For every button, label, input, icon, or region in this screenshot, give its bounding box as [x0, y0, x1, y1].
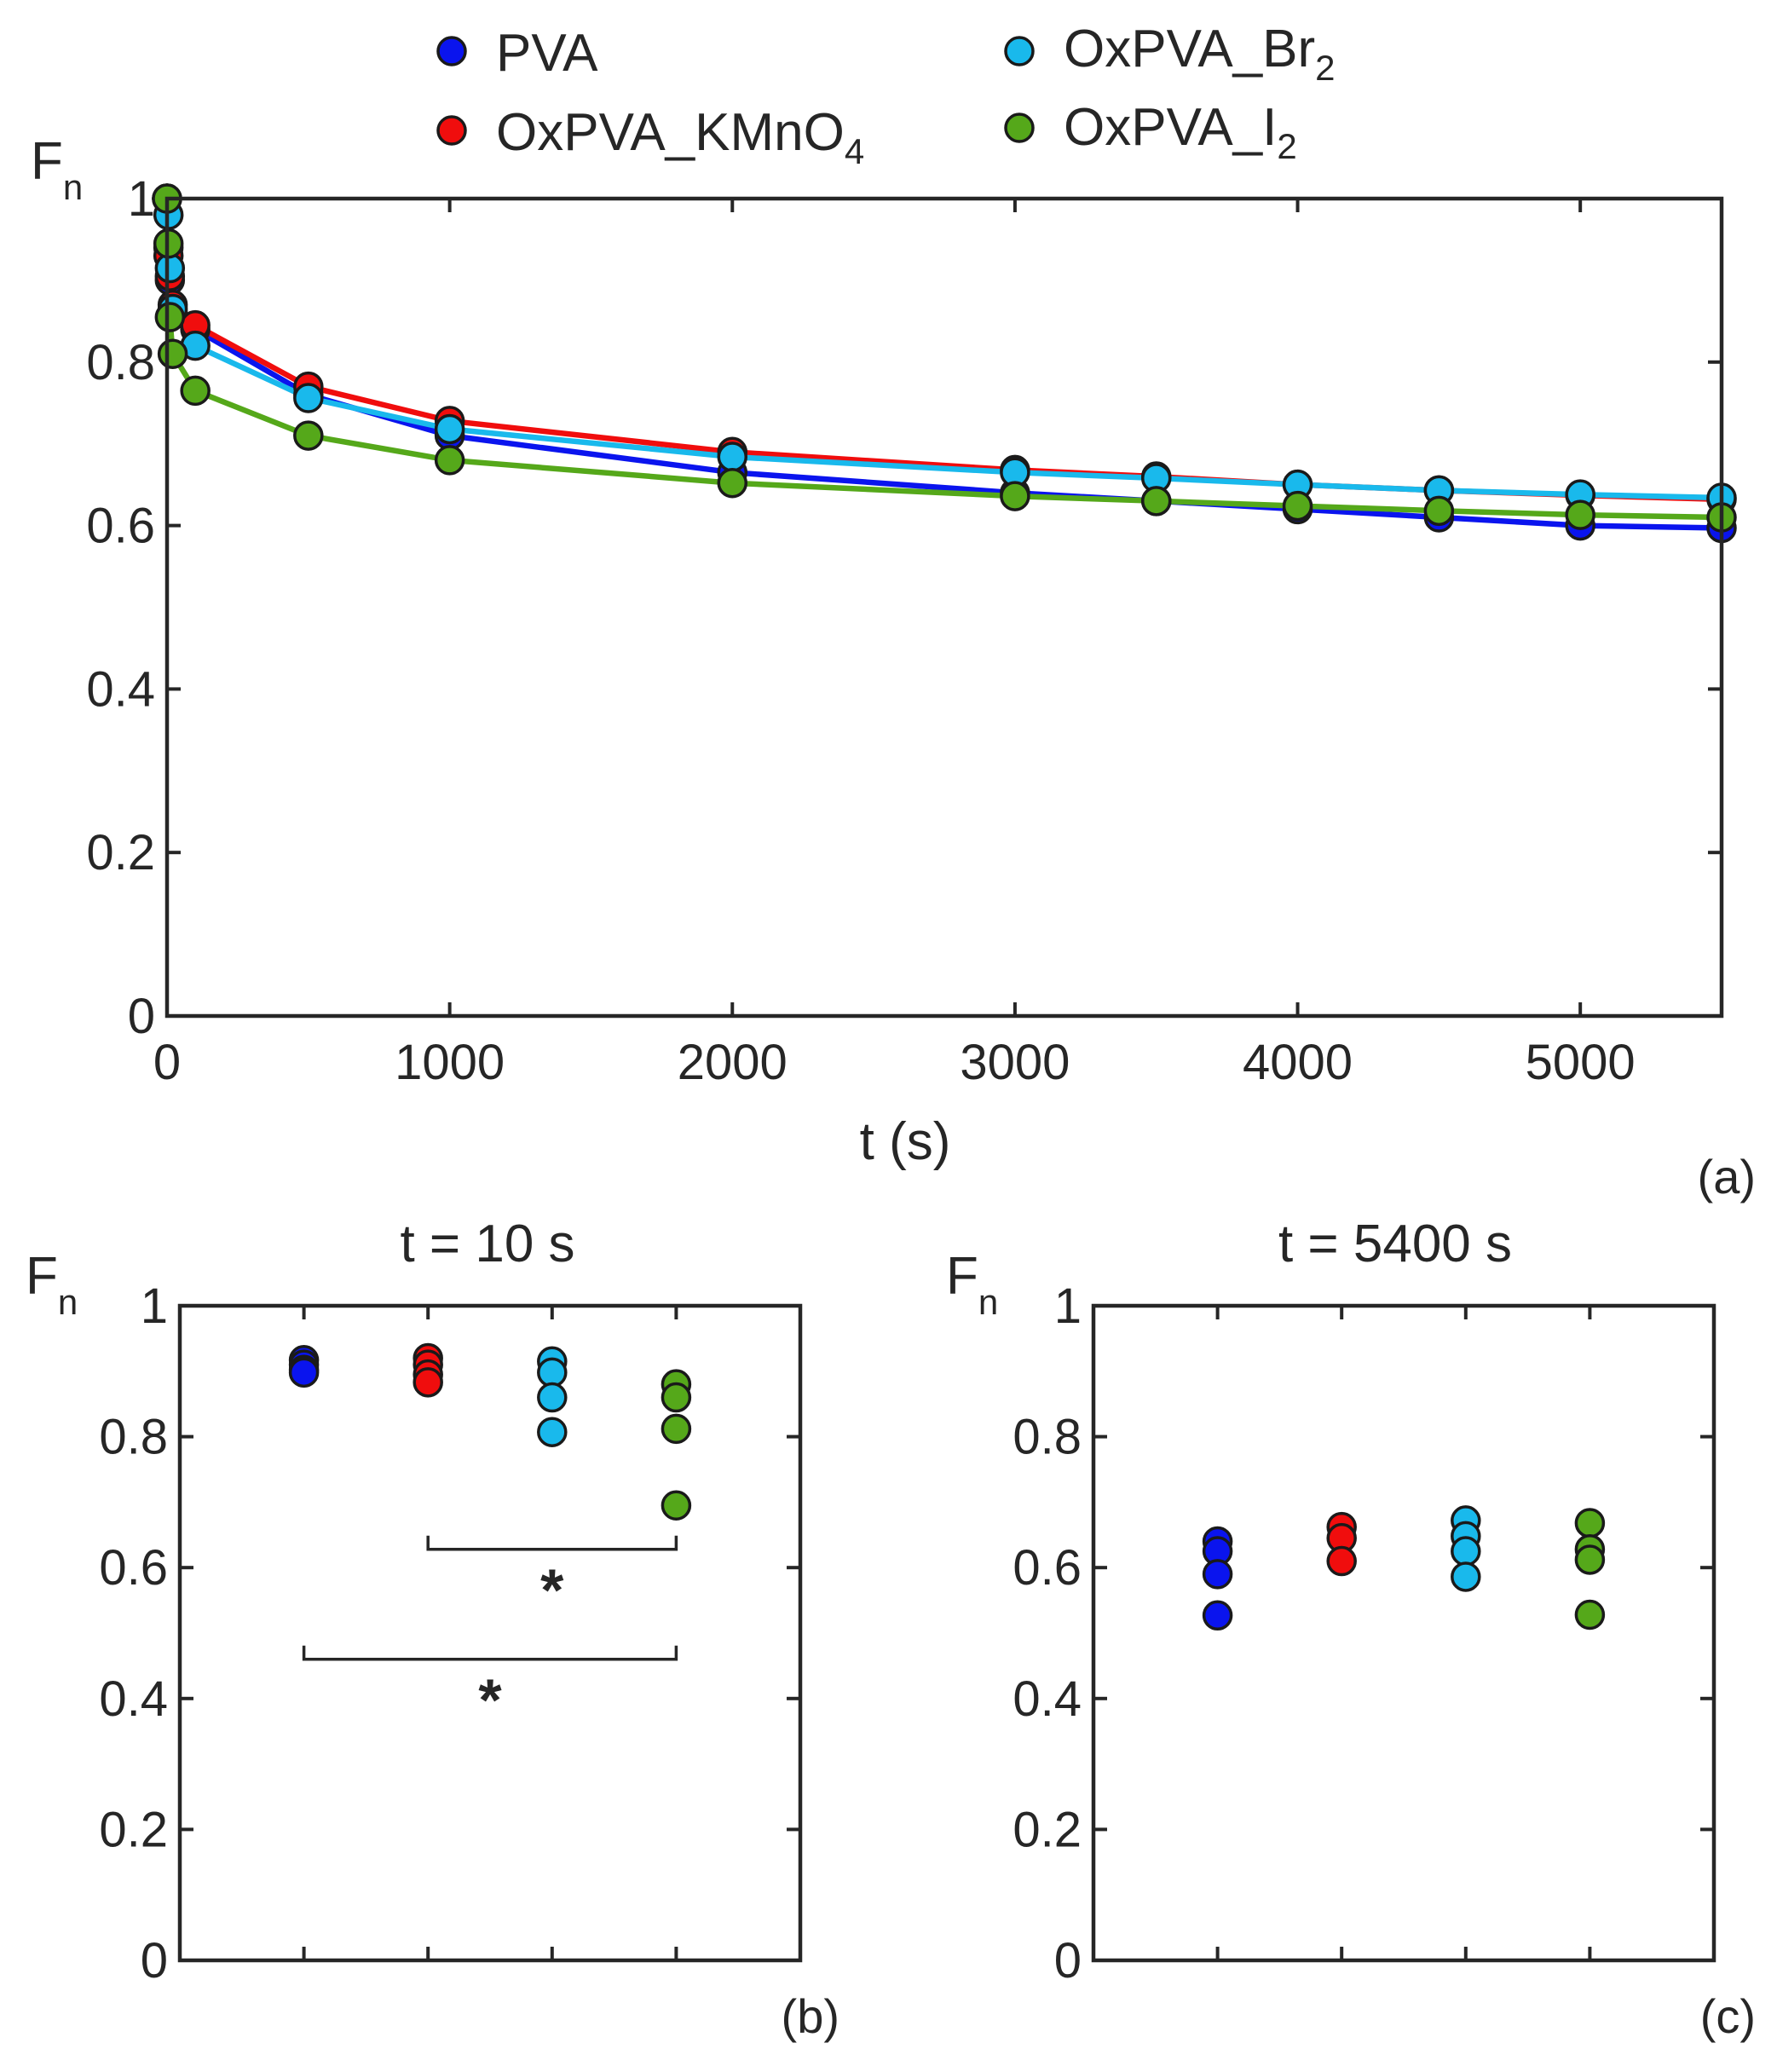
panel-c-tag: (c) — [1700, 1989, 1756, 2043]
panel-a-ytick-label: 0.8 — [86, 335, 155, 390]
point-OxPVA_I2 — [1574, 1599, 1606, 1630]
panel-c-points — [1202, 1505, 1606, 1631]
panel-b-title: t = 10 s — [400, 1215, 574, 1273]
panel-a-xtick-label: 1000 — [395, 1035, 505, 1090]
panel-a-tag: (a) — [1698, 1150, 1756, 1203]
point-OxPVA_Br2 — [1451, 1536, 1481, 1567]
panel-b-points — [288, 1342, 692, 1521]
point-OxPVA_I2 — [1565, 499, 1595, 530]
panel-c-title: t = 5400 s — [1278, 1215, 1512, 1273]
panel-b-ytick-label: 0.4 — [99, 1671, 168, 1727]
panel-c-ylabel: Fn — [946, 1247, 998, 1322]
point-OxPVA_I2 — [1140, 486, 1172, 517]
panel-a: Fn t (s) (a) 0 0.2 0.4 0.6 0.8 1 0 1000 2000 3000… — [31, 132, 1756, 1203]
panel-a-ticks: 0 0.2 0.4 0.6 0.8 1 0 1000 2000 3000 4000 5000 — [86, 171, 1722, 1090]
significance-star: * — [540, 1557, 564, 1624]
panel-c-ticks: 0 0.2 0.4 0.6 0.8 1 — [1013, 1278, 1714, 1988]
point-OxPVA_Br2 — [537, 1357, 568, 1388]
legend-marker-i2 — [1004, 113, 1035, 143]
panel-c-frame — [1091, 1303, 1716, 1963]
point-OxPVA_I2 — [1282, 490, 1313, 522]
point-OxPVA_I2 — [1574, 1508, 1606, 1538]
panel-b-ytick-label: 0.8 — [99, 1410, 168, 1465]
legend-label-br2: OxPVA_Br2 — [1064, 20, 1336, 88]
panel-a-xtick-label: 4000 — [1243, 1035, 1353, 1090]
point-OxPVA_I2 — [661, 1413, 692, 1445]
legend-label-pva: PVA — [496, 24, 598, 83]
panel-a-ylabel: Fn — [31, 132, 83, 207]
panel-b-frame — [177, 1303, 803, 1963]
panel-b: t = 10 s Fn (b) 00.20.40.60.81 ** — [26, 1215, 839, 2043]
panel-b-tag: (b) — [782, 1989, 839, 2043]
point-OxPVA_Br2 — [434, 413, 465, 445]
point-OxPVA_I2 — [154, 302, 186, 332]
point-PVA — [1202, 1559, 1233, 1590]
panel-a-lines — [164, 198, 1722, 531]
panel-a-frame — [164, 196, 1724, 1019]
point-OxPVA_I2 — [180, 375, 211, 407]
panel-c-ytick-label: 1 — [1054, 1278, 1082, 1334]
point-OxPVA_Br2 — [537, 1417, 568, 1447]
panel-a-ytick-label: 0.4 — [86, 661, 155, 717]
point-OxPVA_I2 — [1574, 1544, 1606, 1575]
panel-a-xtick-label: 3000 — [960, 1035, 1070, 1090]
point-OxPVA_Br2 — [537, 1382, 568, 1413]
legend-marker-br2 — [1004, 36, 1035, 66]
panel-c-ytick-label: 0 — [1054, 1933, 1082, 1988]
panel-b-ylabel: Fn — [26, 1247, 78, 1322]
significance-bracket — [426, 1535, 678, 1551]
significance-star: * — [478, 1667, 502, 1734]
panel-a-xlabel: t (s) — [860, 1112, 951, 1171]
panel-a-ytick-label: 0.2 — [86, 825, 155, 880]
legend-label-kmno4: OxPVA_KMnO4 — [496, 103, 864, 171]
panel-a-xtick-label: 0 — [153, 1035, 181, 1090]
legend-marker-pva — [436, 36, 467, 66]
point-OxPVA_I2 — [293, 420, 324, 451]
panel-b-significance: ** — [302, 1535, 678, 1734]
point-OxPVA_I2 — [434, 445, 465, 476]
point-OxPVA_Br2 — [717, 442, 748, 472]
point-OxPVA_I2 — [157, 338, 188, 369]
legend-marker-kmno4 — [436, 115, 467, 146]
point-OxPVA_I2 — [1000, 481, 1030, 511]
point-OxPVA_I2 — [717, 467, 748, 499]
panel-c: t = 5400 s Fn (c) 0 0.2 0.4 0.6 0.8 1 — [946, 1215, 1756, 2043]
panel-b-ytick-label: 0 — [141, 1933, 168, 1988]
panel-c-ytick-label: 0.4 — [1013, 1671, 1082, 1727]
series-line-PVA — [164, 198, 1722, 531]
panel-a-points — [152, 183, 1737, 544]
panel-b-ytick-label: 0.6 — [99, 1540, 168, 1596]
point-OxPVA_I2 — [1423, 495, 1455, 527]
panel-a-xtick-label: 5000 — [1526, 1035, 1636, 1090]
legend-label-i2: OxPVA_I2 — [1064, 98, 1297, 166]
panel-c-ytick-label: 0.6 — [1013, 1540, 1082, 1596]
point-OxPVA_I2 — [661, 1490, 692, 1521]
point-OxPVA_KMnO4 — [413, 1367, 443, 1398]
point-PVA — [1202, 1600, 1233, 1631]
significance-bracket — [302, 1645, 678, 1661]
panel-b-ytick-label: 0.2 — [99, 1802, 168, 1857]
legend: PVA OxPVA_KMnO4 OxPVA_Br2 OxPVA_I2 — [436, 20, 1336, 171]
panel-a-ytick-label: 0.6 — [86, 499, 155, 554]
point-OxPVA_Br2 — [293, 383, 324, 413]
point-PVA — [288, 1357, 320, 1388]
panel-a-xtick-label: 2000 — [678, 1035, 788, 1090]
point-OxPVA_Br2 — [1451, 1561, 1481, 1592]
panel-b-ticks: 0 0.2 0.4 0.6 0.8 1 — [99, 1278, 800, 1988]
panel-a-ytick-label: 0 — [128, 989, 155, 1044]
point-OxPVA_I2 — [661, 1382, 692, 1413]
point-OxPVA_KMnO4 — [1326, 1545, 1357, 1577]
panel-c-ytick-label: 0.2 — [1013, 1802, 1082, 1857]
panel-b-ytick-label: 1 — [141, 1278, 168, 1334]
panel-a-ytick-label: 1 — [128, 171, 155, 227]
panel-c-ytick-label: 0.8 — [1013, 1410, 1082, 1465]
